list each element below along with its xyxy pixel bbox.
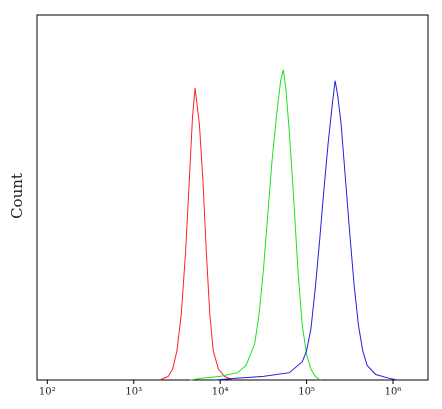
histogram-line [159, 87, 234, 381]
x-tick-label: 10⁶ [385, 387, 402, 398]
x-tick-label: 10⁴ [212, 387, 229, 398]
x-tick-label: 10⁵ [298, 387, 315, 398]
y-axis-title: Count [8, 173, 26, 219]
x-tick-label: 10³ [125, 387, 142, 398]
plot-frame [36, 14, 429, 381]
x-tick-label: 10² [39, 387, 56, 398]
histogram-line [214, 80, 398, 381]
histogram-line [189, 69, 321, 381]
